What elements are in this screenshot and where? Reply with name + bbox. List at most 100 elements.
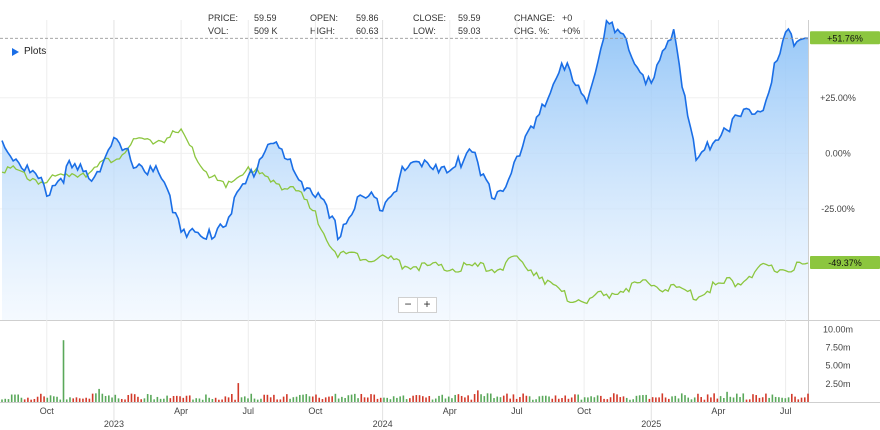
volume-bar (260, 398, 262, 402)
volume-bar (357, 398, 359, 402)
volume-bar (616, 394, 618, 402)
volume-bar (716, 398, 719, 402)
volume-bar (386, 397, 388, 402)
zoom-in-button[interactable]: + (417, 298, 436, 312)
volume-bar (20, 397, 23, 402)
volume-bar (295, 396, 298, 402)
volume-tick-label: 2.50m (825, 379, 850, 389)
volume-bar (713, 393, 715, 402)
volume-bar (56, 396, 58, 402)
legend[interactable]: Plots (12, 46, 46, 57)
volume-bar (703, 399, 706, 402)
volume-bar (237, 383, 240, 402)
volume-bar (104, 395, 107, 402)
compare-end-label-bg (810, 256, 880, 270)
volume-bar (341, 396, 343, 402)
volume-bar (771, 394, 774, 402)
volume-bar (761, 397, 764, 402)
volume-bar (130, 393, 133, 402)
volume-bar (23, 399, 26, 402)
close-value: 59.59 (458, 13, 481, 23)
volume-bar (755, 395, 758, 402)
volume-bar (383, 397, 385, 402)
compare-series-line (1, 127, 809, 305)
volume-bar (735, 393, 738, 402)
open-value: 59.86 (356, 13, 379, 23)
volume-bar (590, 396, 592, 402)
volume-bar (583, 397, 586, 402)
volume-bar (276, 399, 278, 402)
volume-bar (561, 398, 563, 402)
volume-bar (124, 399, 126, 402)
volume-bar (489, 393, 492, 402)
volume-bar (668, 398, 670, 402)
volume-bar (205, 394, 207, 402)
volume-bar (221, 399, 223, 402)
volume-bar (758, 397, 761, 402)
y-tick-label: +25.00% (820, 93, 856, 103)
volume-bar (671, 396, 673, 402)
volume-bar (318, 397, 321, 402)
volume-bar (389, 399, 392, 402)
volume-bar (4, 398, 7, 402)
volume-bar (169, 398, 172, 402)
volume-bar (434, 398, 437, 402)
volume-bar (350, 394, 353, 402)
vol-value: 509 K (254, 26, 278, 36)
volume-bar (768, 397, 770, 402)
volume-bar (791, 393, 793, 402)
volume-bar (36, 396, 39, 402)
volume-bar (69, 397, 71, 402)
x-tick-label: Oct (40, 406, 55, 416)
volume-bar (227, 397, 230, 402)
volume-bar (470, 399, 473, 402)
price-label: PRICE: (208, 13, 239, 23)
volume-bar (269, 397, 272, 402)
x-tick-label: Apr (443, 406, 457, 416)
volume-bar (606, 399, 609, 402)
volume-bar (366, 397, 369, 402)
volume-bar (88, 398, 91, 402)
volume-bar (535, 399, 537, 402)
volume-bar (645, 394, 647, 402)
zoom-out-button[interactable]: − (404, 297, 412, 311)
low-value: 59.03 (458, 26, 481, 36)
volume-bar (208, 397, 210, 402)
volume-bar (72, 398, 75, 402)
volume-bar (153, 399, 155, 402)
chgpct-value: +0% (562, 26, 581, 36)
change-value: +0 (562, 13, 573, 23)
volume-bar (201, 399, 204, 402)
volume-bar (564, 395, 567, 402)
volume-bar (412, 395, 414, 402)
volume-bar (240, 397, 243, 402)
volume-bar (525, 395, 528, 402)
volume-bar (78, 398, 81, 402)
volume-bar (706, 394, 709, 402)
volume-bar (807, 393, 809, 402)
volume-bar (596, 395, 599, 402)
volume-bar (557, 398, 560, 402)
volume-bar (150, 394, 152, 402)
volume-bar (632, 399, 635, 402)
volume-bar (577, 394, 579, 402)
volume-bar (30, 399, 32, 402)
volume-bar (137, 396, 139, 402)
volume-bar (774, 396, 777, 402)
volume-bar (172, 395, 175, 402)
volume-bar (363, 397, 366, 402)
volume-bar (502, 395, 505, 402)
volume-bar (729, 396, 732, 402)
volume-bar (800, 397, 803, 402)
volume-bar (697, 393, 699, 402)
volume-bar (512, 394, 515, 402)
volume-bar (247, 398, 249, 402)
volume-bar (765, 393, 767, 402)
volume-bar (101, 393, 104, 402)
x-tick-label: Oct (577, 406, 592, 416)
volume-bar (464, 397, 466, 402)
year-label: 2025 (641, 419, 661, 429)
year-label: 2023 (104, 419, 124, 429)
volume-bar (117, 398, 120, 402)
